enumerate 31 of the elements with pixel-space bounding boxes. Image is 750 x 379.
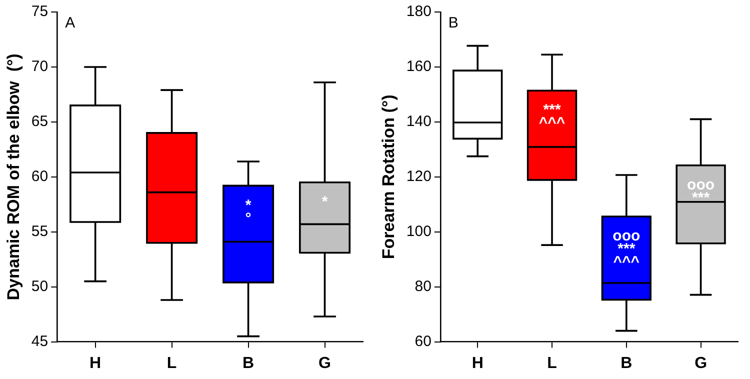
y-tick-label: 180 bbox=[406, 3, 432, 20]
annotation: * ° bbox=[245, 196, 252, 227]
y-tick-label: 60 bbox=[31, 168, 48, 186]
y-tick-label: 45 bbox=[31, 332, 48, 350]
y-tick-label: 70 bbox=[31, 58, 48, 76]
annotation: ooo *** bbox=[687, 176, 715, 206]
chart-title: A bbox=[65, 14, 76, 32]
y-tick-label: 80 bbox=[414, 278, 432, 295]
annotation: * bbox=[322, 194, 328, 211]
y-tick-label: 60 bbox=[414, 332, 432, 350]
chart-title: B bbox=[448, 14, 458, 32]
y-tick-label: 55 bbox=[31, 223, 48, 240]
x-tick-label: G bbox=[318, 354, 331, 372]
x-tick-label: H bbox=[472, 354, 484, 372]
x-tick-label: G bbox=[694, 354, 708, 372]
y-axis-title: Forearm Rotation (°) bbox=[378, 94, 398, 260]
x-tick-label: H bbox=[90, 354, 102, 372]
y-axis-title: Dynamic ROM of the elbow (°) bbox=[4, 54, 23, 300]
y-tick-label: 120 bbox=[406, 168, 432, 186]
x-tick-label: L bbox=[166, 354, 177, 372]
y-tick-label: 160 bbox=[406, 58, 432, 76]
x-tick-label: L bbox=[547, 354, 558, 372]
annotation: ooo *** ^^^ bbox=[612, 228, 640, 271]
annotation: *** ^^^ bbox=[538, 102, 566, 132]
x-tick-label: B bbox=[620, 354, 632, 372]
y-tick-label: 50 bbox=[31, 278, 48, 295]
x-tick-label: B bbox=[242, 354, 254, 372]
y-tick-label: 140 bbox=[406, 113, 432, 130]
y-tick-label: 100 bbox=[406, 223, 432, 240]
y-tick-label: 65 bbox=[31, 113, 48, 130]
y-tick-label: 75 bbox=[31, 3, 48, 20]
